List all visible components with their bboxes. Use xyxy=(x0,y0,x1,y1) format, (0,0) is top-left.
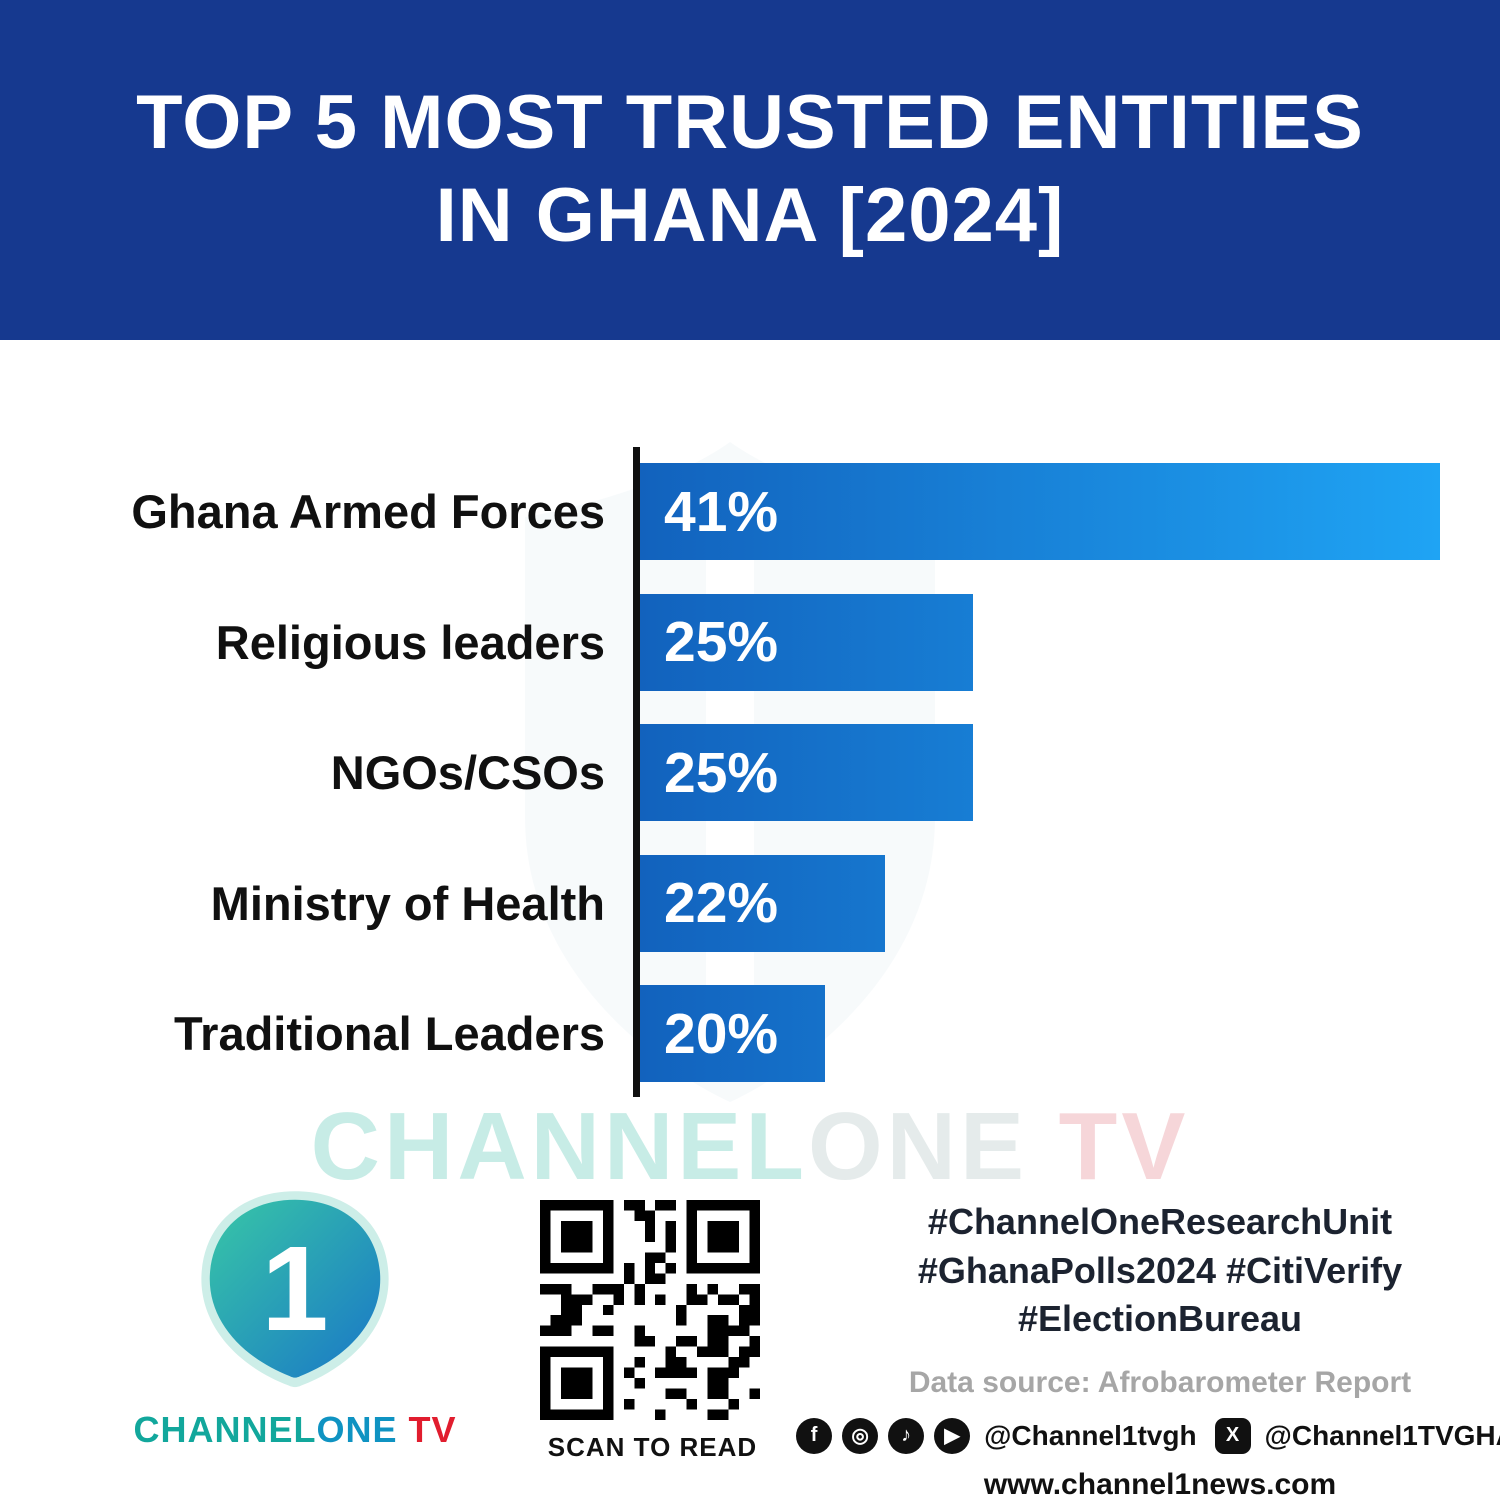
bar: 22% xyxy=(640,854,885,952)
bar: 25% xyxy=(640,724,973,821)
channel-one-logo-block: 1 CHANNELONE TV xyxy=(130,1185,460,1451)
logo-wordmark: CHANNELONE TV xyxy=(130,1409,460,1451)
logo-text-one: ONE xyxy=(316,1409,398,1450)
social-row: f ◎ ♪ ▶ @Channel1tvgh X @Channel1TVGHA xyxy=(796,1417,1500,1454)
youtube-icon: ▶ xyxy=(934,1417,971,1454)
bar: 20% xyxy=(640,985,825,1082)
handle-primary: @Channel1tvgh xyxy=(984,1419,1197,1451)
watermark-channel: CHANNEL xyxy=(310,1093,808,1200)
bar-chart: Ghana Armed Forces 41% Religious leaders 25… xyxy=(0,442,1500,1102)
logo-text-tv: TV xyxy=(397,1409,457,1450)
hashtags-line-2: #GhanaPolls2024 #CitiVerify xyxy=(917,1249,1403,1291)
channel-one-text-watermark: CHANNELONE TV xyxy=(0,1092,1500,1202)
handle-x: @Channel1TVGHA xyxy=(1264,1419,1500,1451)
footer-info-block: #ChannelOneResearchUnit #GhanaPolls2024 … xyxy=(796,1198,1500,1500)
chart-row: Traditional Leaders 20% xyxy=(0,985,1500,1082)
tiktok-icon: ♪ xyxy=(888,1417,925,1454)
channel-one-logo-icon: 1 xyxy=(201,1191,389,1388)
x-twitter-icon: X xyxy=(1214,1417,1251,1454)
hashtags-line-3: #ElectionBureau xyxy=(1017,1298,1303,1340)
qr-block: SCAN TO READ xyxy=(540,1200,765,1463)
chart-row: Religious leaders 25% xyxy=(0,593,1500,691)
qr-caption: SCAN TO READ xyxy=(547,1432,758,1462)
chart-row: Ministry of Health 22% xyxy=(0,854,1500,952)
watermark-one: ONE xyxy=(807,1093,1028,1200)
y-axis-line xyxy=(633,447,640,1097)
hashtags: #ChannelOneResearchUnit #GhanaPolls2024 … xyxy=(880,1198,1440,1344)
qr-code xyxy=(540,1200,760,1420)
facebook-icon: f xyxy=(796,1417,833,1454)
watermark-tv: TV xyxy=(1028,1093,1190,1200)
title-banner: TOP 5 MOST TRUSTED ENTITIES IN GHANA [202… xyxy=(0,0,1500,340)
bar: 41% xyxy=(640,463,1440,560)
title-line-2: IN GHANA [2024] xyxy=(435,173,1065,258)
data-source-note: Data source: Afrobarometer Report xyxy=(908,1365,1412,1399)
bar: 25% xyxy=(640,593,973,691)
instagram-icon: ◎ xyxy=(842,1417,879,1454)
chart-row: Ghana Armed Forces 41% xyxy=(0,463,1500,560)
website-url: www.channel1news.com xyxy=(983,1467,1337,1500)
page-title: TOP 5 MOST TRUSTED ENTITIES IN GHANA [202… xyxy=(136,77,1364,262)
chart-row: NGOs/CSOs 25% xyxy=(0,724,1500,821)
hashtags-line-1: #ChannelOneResearchUnit xyxy=(927,1201,1393,1242)
value-label: 22% xyxy=(664,871,779,935)
value-label: 41% xyxy=(664,479,779,544)
category-label: Ministry of Health xyxy=(210,876,605,930)
logo-text-channel: CHANNEL xyxy=(133,1409,317,1450)
value-label: 25% xyxy=(664,610,779,674)
category-label: Traditional Leaders xyxy=(174,1007,605,1060)
category-label: Ghana Armed Forces xyxy=(131,485,605,538)
title-line-1: TOP 5 MOST TRUSTED ENTITIES xyxy=(136,80,1364,166)
logo-digit: 1 xyxy=(261,1221,328,1356)
category-label: NGOs/CSOs xyxy=(330,746,605,799)
value-label: 25% xyxy=(664,740,779,805)
value-label: 20% xyxy=(664,1001,779,1066)
category-label: Religious leaders xyxy=(215,615,605,669)
